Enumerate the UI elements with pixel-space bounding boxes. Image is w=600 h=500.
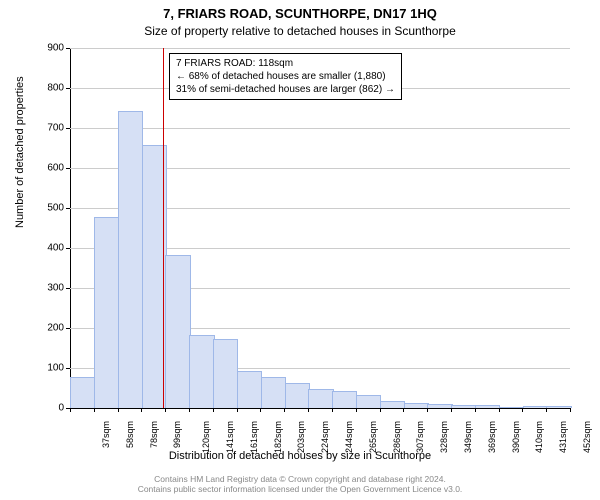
histogram-bar: [546, 406, 571, 408]
histogram-bar: [165, 255, 190, 408]
chart-container: 7, FRIARS ROAD, SCUNTHORPE, DN17 1HQ Siz…: [0, 0, 600, 500]
y-tick-label: 600: [34, 163, 64, 174]
annotation-box: 7 FRIARS ROAD: 118sqm← 68% of detached h…: [169, 53, 402, 100]
y-axis-label: Number of detached properties: [14, 76, 26, 228]
histogram-bar: [237, 371, 262, 408]
x-tick-label: 410sqm: [535, 421, 545, 453]
y-tick-label: 900: [34, 43, 64, 54]
x-tick-mark: [284, 408, 285, 412]
y-tick-label: 400: [34, 243, 64, 254]
x-tick-mark: [356, 408, 357, 412]
x-tick-mark: [332, 408, 333, 412]
histogram-bar: [404, 403, 429, 408]
chart-title-main: 7, FRIARS ROAD, SCUNTHORPE, DN17 1HQ: [0, 6, 600, 21]
x-tick-label: 369sqm: [487, 421, 497, 453]
histogram-bar: [94, 217, 119, 408]
y-axis-line: [70, 48, 71, 408]
x-tick-mark: [380, 408, 381, 412]
histogram-bar: [308, 389, 333, 408]
y-tick-label: 0: [34, 403, 64, 414]
y-tick-label: 300: [34, 283, 64, 294]
y-tick-mark: [66, 88, 70, 89]
chart-title-sub: Size of property relative to detached ho…: [0, 24, 600, 38]
x-tick-label: 452sqm: [582, 421, 592, 453]
x-tick-label: 58sqm: [125, 421, 135, 448]
x-axis-line: [70, 408, 570, 409]
y-tick-mark: [66, 48, 70, 49]
annotation-line2: ← 68% of detached houses are smaller (1,…: [176, 70, 395, 83]
grid-line: [70, 128, 570, 129]
histogram-bar: [451, 405, 476, 408]
grid-line: [70, 48, 570, 49]
x-tick-mark: [308, 408, 309, 412]
y-tick-mark: [66, 368, 70, 369]
histogram-bar: [332, 391, 357, 408]
histogram-bar: [356, 395, 381, 408]
histogram-bar: [189, 335, 214, 408]
x-tick-label: 99sqm: [172, 421, 182, 448]
x-tick-label: 390sqm: [511, 421, 521, 453]
x-tick-mark: [451, 408, 452, 412]
x-tick-mark: [70, 408, 71, 412]
y-tick-mark: [66, 128, 70, 129]
x-tick-label: 182sqm: [273, 421, 283, 453]
y-tick-label: 700: [34, 123, 64, 134]
x-tick-label: 265sqm: [368, 421, 378, 453]
histogram-bar: [213, 339, 238, 408]
x-tick-label: 349sqm: [463, 421, 473, 453]
y-tick-label: 500: [34, 203, 64, 214]
histogram-bar: [475, 405, 500, 408]
histogram-bar: [427, 404, 452, 408]
x-tick-label: 286sqm: [392, 421, 402, 453]
footer-attribution: Contains HM Land Registry data © Crown c…: [0, 474, 600, 494]
y-tick-mark: [66, 288, 70, 289]
x-tick-mark: [403, 408, 404, 412]
annotation-line1: 7 FRIARS ROAD: 118sqm: [176, 57, 395, 70]
y-tick-label: 200: [34, 323, 64, 334]
histogram-bar: [261, 377, 286, 408]
x-tick-mark: [213, 408, 214, 412]
annotation-line3: 31% of semi-detached houses are larger (…: [176, 83, 395, 96]
x-tick-mark: [475, 408, 476, 412]
x-tick-label: 244sqm: [344, 421, 354, 453]
x-tick-label: 37sqm: [101, 421, 111, 448]
y-tick-mark: [66, 168, 70, 169]
x-tick-label: 141sqm: [225, 421, 235, 453]
y-tick-label: 800: [34, 83, 64, 94]
histogram-bar: [70, 377, 95, 408]
histogram-bar: [499, 407, 524, 408]
x-tick-label: 161sqm: [249, 421, 259, 453]
x-tick-label: 431sqm: [558, 421, 568, 453]
x-tick-label: 328sqm: [439, 421, 449, 453]
x-tick-mark: [260, 408, 261, 412]
footer-line1: Contains HM Land Registry data © Crown c…: [154, 474, 446, 484]
footer-line2: Contains public sector information licen…: [138, 484, 463, 494]
y-tick-label: 100: [34, 363, 64, 374]
x-tick-mark: [522, 408, 523, 412]
x-tick-mark: [189, 408, 190, 412]
x-tick-mark: [427, 408, 428, 412]
y-tick-mark: [66, 248, 70, 249]
histogram-bar: [380, 401, 405, 408]
histogram-bar: [523, 406, 548, 408]
x-tick-label: 307sqm: [415, 421, 425, 453]
x-tick-mark: [237, 408, 238, 412]
x-tick-mark: [118, 408, 119, 412]
x-tick-label: 78sqm: [149, 421, 159, 448]
histogram-bar: [285, 383, 310, 408]
x-tick-label: 203sqm: [296, 421, 306, 453]
x-tick-mark: [94, 408, 95, 412]
x-tick-mark: [546, 408, 547, 412]
plot-area: 7 FRIARS ROAD: 118sqm← 68% of detached h…: [70, 48, 570, 408]
x-tick-mark: [499, 408, 500, 412]
y-tick-mark: [66, 208, 70, 209]
x-tick-mark: [165, 408, 166, 412]
x-tick-label: 120sqm: [201, 421, 211, 453]
histogram-bar: [118, 111, 143, 408]
reference-line: [163, 48, 164, 408]
x-tick-label: 224sqm: [320, 421, 330, 453]
x-tick-mark: [141, 408, 142, 412]
y-tick-mark: [66, 328, 70, 329]
x-tick-mark: [570, 408, 571, 412]
